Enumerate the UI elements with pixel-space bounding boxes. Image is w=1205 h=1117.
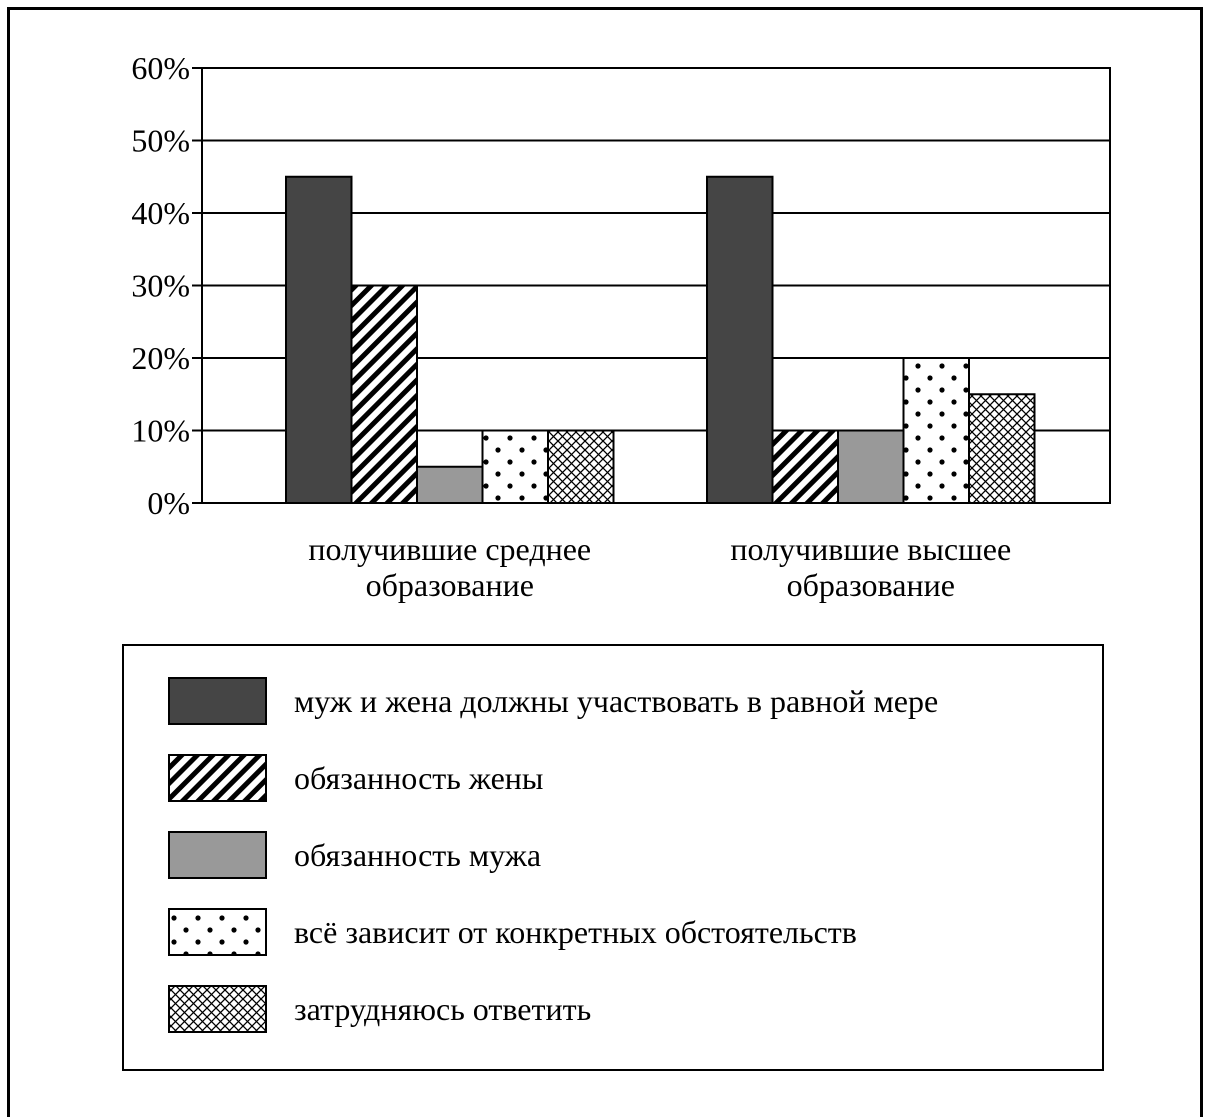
bar: [350, 284, 418, 504]
bar: [771, 429, 839, 504]
y-tick-label: 40%: [131, 195, 190, 231]
legend-label: муж и жена должны участвовать в равной м…: [294, 683, 938, 719]
bar: [968, 393, 1036, 504]
plot-border: [201, 67, 1111, 504]
legend-label: всё зависит от конкретных обстоятельств: [294, 914, 857, 950]
legend-swatch: [168, 908, 267, 956]
bar: [285, 175, 353, 504]
legend-label: обязанность жены: [294, 760, 543, 796]
legend-swatch: [168, 754, 267, 802]
legend-swatch: [168, 831, 267, 879]
bar: [416, 465, 484, 504]
y-tick-label: 20%: [131, 340, 190, 376]
bar: [902, 357, 970, 504]
bars: [285, 175, 1036, 504]
legend: муж и жена должны участвовать в равной м…: [122, 644, 1104, 1071]
y-tick-label: 60%: [131, 50, 190, 86]
bar: [706, 175, 774, 504]
y-tick-label: 10%: [131, 413, 190, 449]
legend-label: обязанность мужа: [294, 837, 541, 873]
legend-label: затрудняюсь ответить: [294, 991, 591, 1027]
y-tick-label: 50%: [131, 123, 190, 159]
x-category-label: получившие среднее образование: [308, 531, 591, 603]
y-axis-ticks: 0% 10% 20% 30% 40% 50% 60%: [131, 50, 202, 521]
bar: [547, 429, 615, 504]
y-tick-label: 0%: [147, 485, 190, 521]
legend-swatch: [168, 677, 267, 725]
bar: [837, 429, 905, 504]
outer-frame: [7, 7, 1203, 1117]
bar: [481, 429, 549, 504]
legend-swatch: [168, 985, 267, 1033]
legend-border: [122, 644, 1104, 1071]
y-tick-label: 30%: [131, 268, 190, 304]
x-axis-categories: получившие среднее образование получившие …: [308, 531, 1011, 603]
x-category-label: получившие высшее образование: [730, 531, 1011, 603]
